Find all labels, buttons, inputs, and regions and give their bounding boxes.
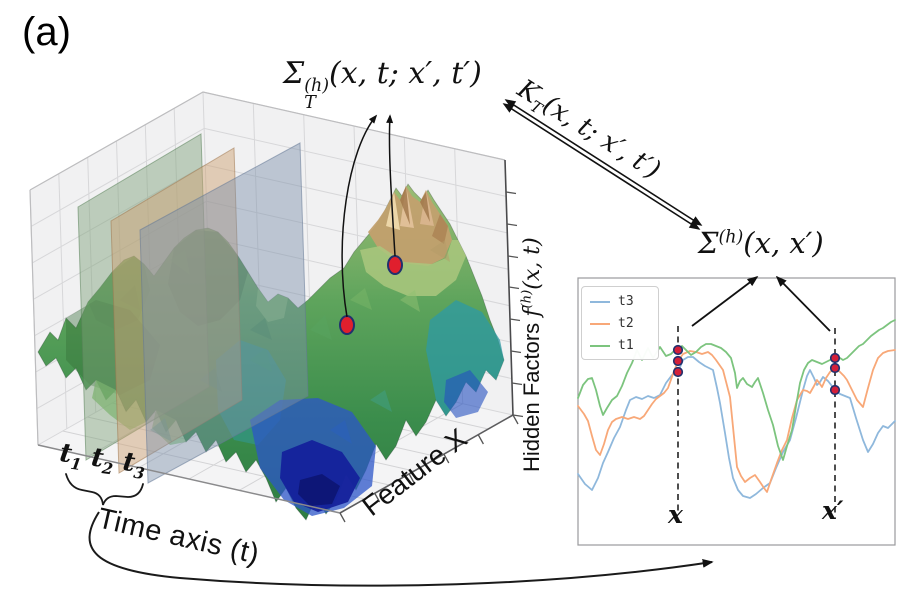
tick-t2: t2 [89, 442, 115, 479]
dot-xp-t1 [829, 352, 841, 364]
double-arrow-line-b [502, 103, 701, 230]
surface-plot-3d [29, 91, 524, 523]
legend-item-t3: t3 [590, 294, 650, 309]
double-arrow-line-a [504, 99, 703, 226]
sigma-t-subscript: T [304, 93, 316, 114]
surface-marker-dot-1 [339, 315, 355, 335]
legend-item-t1: t1 [590, 338, 650, 353]
curve-t2 [577, 349, 896, 493]
legend-swatch-t1 [590, 344, 610, 347]
time-ticks-underbrace [65, 473, 144, 506]
legend-swatch-t3 [590, 300, 610, 303]
legend-label-t3: t3 [618, 294, 634, 309]
x-prime-position-label: x′ [822, 496, 844, 525]
swoop-arrow-to-line-plot [88, 511, 714, 587]
curve-t1 [577, 319, 896, 461]
arrow-dot2-to-sigma-t [386, 114, 396, 257]
box-spines-light [29, 91, 506, 446]
time-axis-spine [37, 444, 341, 514]
z-axis-label: Hidden Factors f(h)(x, t) [519, 237, 545, 472]
sigma-t-args: (x, t; x′, t′) [329, 56, 482, 91]
dot-xp-t3 [829, 384, 841, 396]
sigma-t-superscript: (h) [304, 75, 329, 96]
x-position-label: x [668, 500, 683, 529]
line-plot-legend: t3 t2 t1 [581, 286, 659, 360]
dot-x-t2 [672, 355, 684, 367]
dot-x-t3 [672, 366, 684, 378]
correspondence-dots [672, 344, 841, 396]
legend-label-t2: t2 [618, 316, 634, 331]
arrow-x-to-sigma-x [691, 276, 759, 327]
slice-plane-t3 [139, 142, 309, 484]
legend-label-t1: t1 [618, 338, 634, 353]
tick-t1: t1 [57, 438, 83, 475]
feature-axis-spine [339, 414, 514, 514]
sigma-x-symbol: Σ [698, 226, 719, 260]
z-axis-label-text: Hidden Factors [519, 316, 544, 472]
z-axis-math-args: (x, t) [520, 237, 545, 290]
legend-swatch-t2 [590, 322, 610, 325]
sigma-x-args: (x, x′) [743, 226, 824, 260]
surface-marker-dot-2 [387, 255, 403, 275]
slice-plane-t2 [110, 147, 243, 474]
sigma-x-superscript: (h) [718, 227, 744, 248]
time-slice-planes [77, 133, 309, 484]
tick-t3: t3 [120, 446, 146, 483]
feature-axis-ticks [339, 414, 519, 523]
slice-plane-t1 [77, 133, 210, 461]
dot-x-t1 [672, 344, 684, 356]
sigma-t-symbol: Σ [283, 56, 305, 91]
z-axis-math-sup: (h) [519, 289, 535, 309]
arrow-xprime-to-sigma-x [775, 275, 831, 332]
arrow-dot1-to-sigma-t [341, 114, 378, 318]
curve-t3 [577, 356, 896, 499]
kernel-double-arrow [502, 99, 703, 230]
sigma-x-formula: Σ(h)(x, x′) [698, 226, 824, 260]
dot-xp-t2 [829, 362, 841, 374]
z-axis-math-f: f [520, 308, 545, 317]
sigma-t-scripts: (h) T [304, 75, 329, 114]
legend-item-t2: t2 [590, 316, 650, 331]
sigma-t-formula: Σ (h) T (x, t; x′, t′) [283, 56, 482, 113]
panel-label: (a) [22, 10, 71, 54]
